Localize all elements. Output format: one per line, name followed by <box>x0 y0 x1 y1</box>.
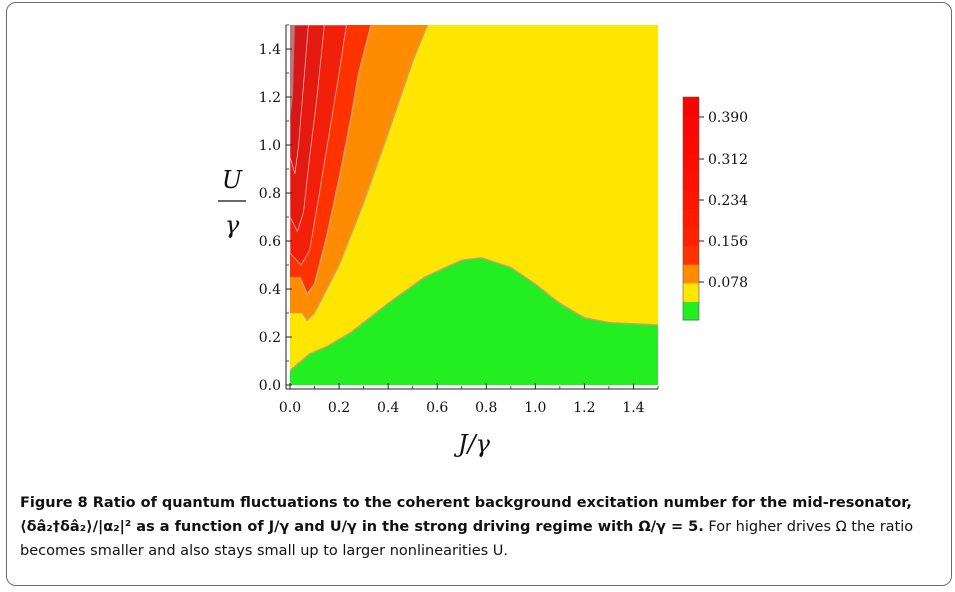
plot-axes <box>285 25 658 390</box>
y-tick-label: 1.2 <box>259 90 281 106</box>
colorbar-segment <box>683 245 699 265</box>
y-axis-label-numerator: U <box>222 166 243 194</box>
contour-line-1 <box>290 257 658 372</box>
colorbar-segment <box>683 152 699 172</box>
x-tick-label: 0.4 <box>377 400 399 416</box>
colorbar-label: 0.234 <box>708 193 748 209</box>
colorbar-segment <box>683 115 699 135</box>
x-tick-label: 0.0 <box>279 400 301 416</box>
colorbar-label: 0.156 <box>708 234 748 250</box>
colorbar: 0.078 0.156 0.234 0.312 0.390 <box>682 96 748 321</box>
y-tick-label: 0.2 <box>259 330 281 346</box>
colorbar-segment <box>683 301 699 321</box>
colorbar-segment <box>683 171 699 191</box>
x-tick-label: 1.4 <box>622 400 644 416</box>
contour-line-2 <box>301 25 429 322</box>
y-tick-label: 0.6 <box>259 234 281 250</box>
y-axis-label-denominator: γ <box>225 211 240 239</box>
y-tick-label: 0.8 <box>259 186 281 202</box>
region-green <box>290 257 658 385</box>
x-tick-label: 0.6 <box>426 400 448 416</box>
colorbar-label: 0.312 <box>708 152 748 168</box>
y-tick-label: 0.4 <box>259 282 281 298</box>
y-tick-label: 0.0 <box>259 378 281 394</box>
colorbar-label: 0.390 <box>708 110 748 126</box>
colorbar-segment <box>683 134 699 154</box>
x-tick-label: 0.2 <box>328 400 350 416</box>
contour-regions <box>290 25 658 385</box>
colorbar-segment <box>683 282 699 302</box>
colorbar-segment <box>683 227 699 247</box>
colorbar-segment <box>683 264 699 284</box>
caption-bold: Figure 8 Ratio of quantum fluctuations t… <box>20 495 912 535</box>
contour-plot: 0.0 0.2 0.4 0.6 0.8 1.0 1.2 1.4 0.0 0.2 0.4 0.6 0.8… <box>218 24 748 458</box>
colorbar-frame <box>682 96 700 321</box>
y-tick-label: 1.4 <box>259 42 281 58</box>
y-tick-label: 1.0 <box>259 138 281 154</box>
contour-line-3 <box>299 25 372 296</box>
x-axis-ticks: 0.0 0.2 0.4 0.6 0.8 1.0 1.2 1.4 <box>279 383 659 416</box>
region-red-level-3 <box>290 25 309 174</box>
y-axis-ticks: 0.0 0.2 0.4 0.6 0.8 1.0 1.2 1.4 <box>259 24 292 394</box>
caption-regular: For higher drives Ω the ratio becomes sm… <box>20 519 914 559</box>
x-tick-label: 1.0 <box>524 400 546 416</box>
x-tick-label: 0.8 <box>475 400 497 416</box>
x-axis-label: J/γ <box>453 430 491 458</box>
colorbar-segment <box>683 208 699 228</box>
x-tick-label: 1.2 <box>573 400 595 416</box>
colorbar-label: 0.078 <box>708 275 748 291</box>
colorbar-segment <box>683 97 699 117</box>
figure-caption: Figure 8 Ratio of quantum fluctuations t… <box>20 491 935 563</box>
colorbar-segment <box>683 189 699 209</box>
